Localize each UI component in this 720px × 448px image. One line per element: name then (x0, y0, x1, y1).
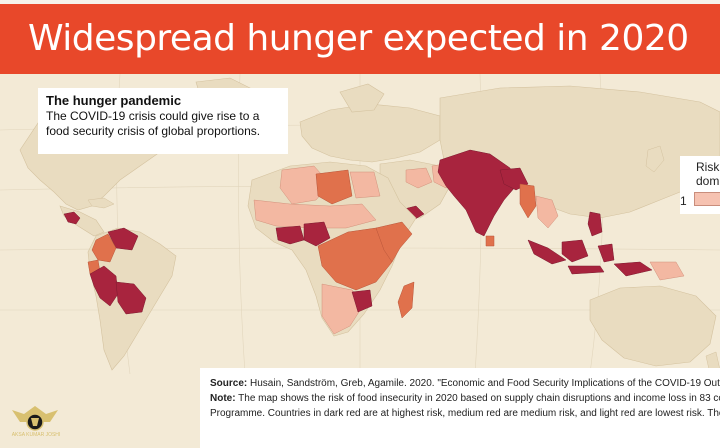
timor-high-risk (613, 261, 653, 277)
nigeria-high-risk (303, 221, 331, 247)
zimbabwe-high-risk (351, 289, 373, 313)
india-high-risk (437, 149, 517, 237)
header-banner: Widespread hunger expected in 2020 (0, 0, 720, 74)
se-asia-low-risk (535, 195, 559, 229)
footer-notes: Source: Husain, Sandström, Greb, Agamile… (200, 368, 720, 448)
central-america-high-risk (63, 211, 81, 225)
source-line: Source: Husain, Sandström, Greb, Agamile… (210, 376, 720, 391)
sahel-low-risk (253, 199, 377, 229)
caribbean (87, 197, 115, 209)
philippines-high-risk (587, 211, 603, 237)
egypt-low-risk (349, 171, 381, 199)
legend-swatch-low (694, 192, 720, 206)
peru-high-risk (89, 265, 119, 307)
west-africa-high-risk (275, 225, 305, 245)
note-text: The map shows the risk of food insecurit… (238, 393, 720, 404)
myanmar-medium-risk (519, 183, 537, 219)
iraq-low-risk (405, 167, 433, 189)
east-africa-medium-risk (375, 221, 413, 263)
legend-title-line2: dom (696, 174, 720, 188)
info-subtitle: The COVID-19 crisis could give rise to a… (46, 109, 261, 138)
borneo-high-risk (561, 239, 589, 263)
info-box: The hunger pandemic The COVID-19 crisis … (38, 88, 288, 154)
madagascar-medium-risk (397, 281, 415, 319)
source-text: Husain, Sandström, Greb, Agamile. 2020. … (250, 378, 720, 389)
japan (645, 145, 665, 173)
legend-low-value: 1 (680, 194, 687, 208)
bolivia-high-risk (115, 281, 147, 315)
logo-text: AKSA KUMAR JOSHI (11, 432, 61, 438)
source-label: Source: (210, 378, 248, 389)
central-africa-medium-risk (317, 227, 397, 291)
page-title: Widespread hunger expected in 2020 (28, 18, 689, 59)
scandinavia (339, 83, 385, 113)
note-line: Note: The map shows the risk of food ins… (210, 391, 720, 406)
java-high-risk (567, 265, 605, 275)
logo-emblem (12, 406, 58, 431)
info-title: The hunger pandemic (46, 93, 182, 108)
australia (589, 285, 717, 367)
colombia-medium-risk (91, 233, 117, 263)
papua-low-risk (649, 261, 685, 281)
note-line-2: Programme. Countries in dark red are at … (210, 408, 720, 419)
libya-medium-risk (315, 169, 353, 205)
sri-lanka-medium-risk (485, 235, 495, 247)
indonesia-high-risk (527, 239, 567, 265)
note-label: Note: (210, 393, 236, 404)
sulawesi-high-risk (597, 243, 615, 263)
legend-title-line1: Risk (696, 160, 720, 174)
